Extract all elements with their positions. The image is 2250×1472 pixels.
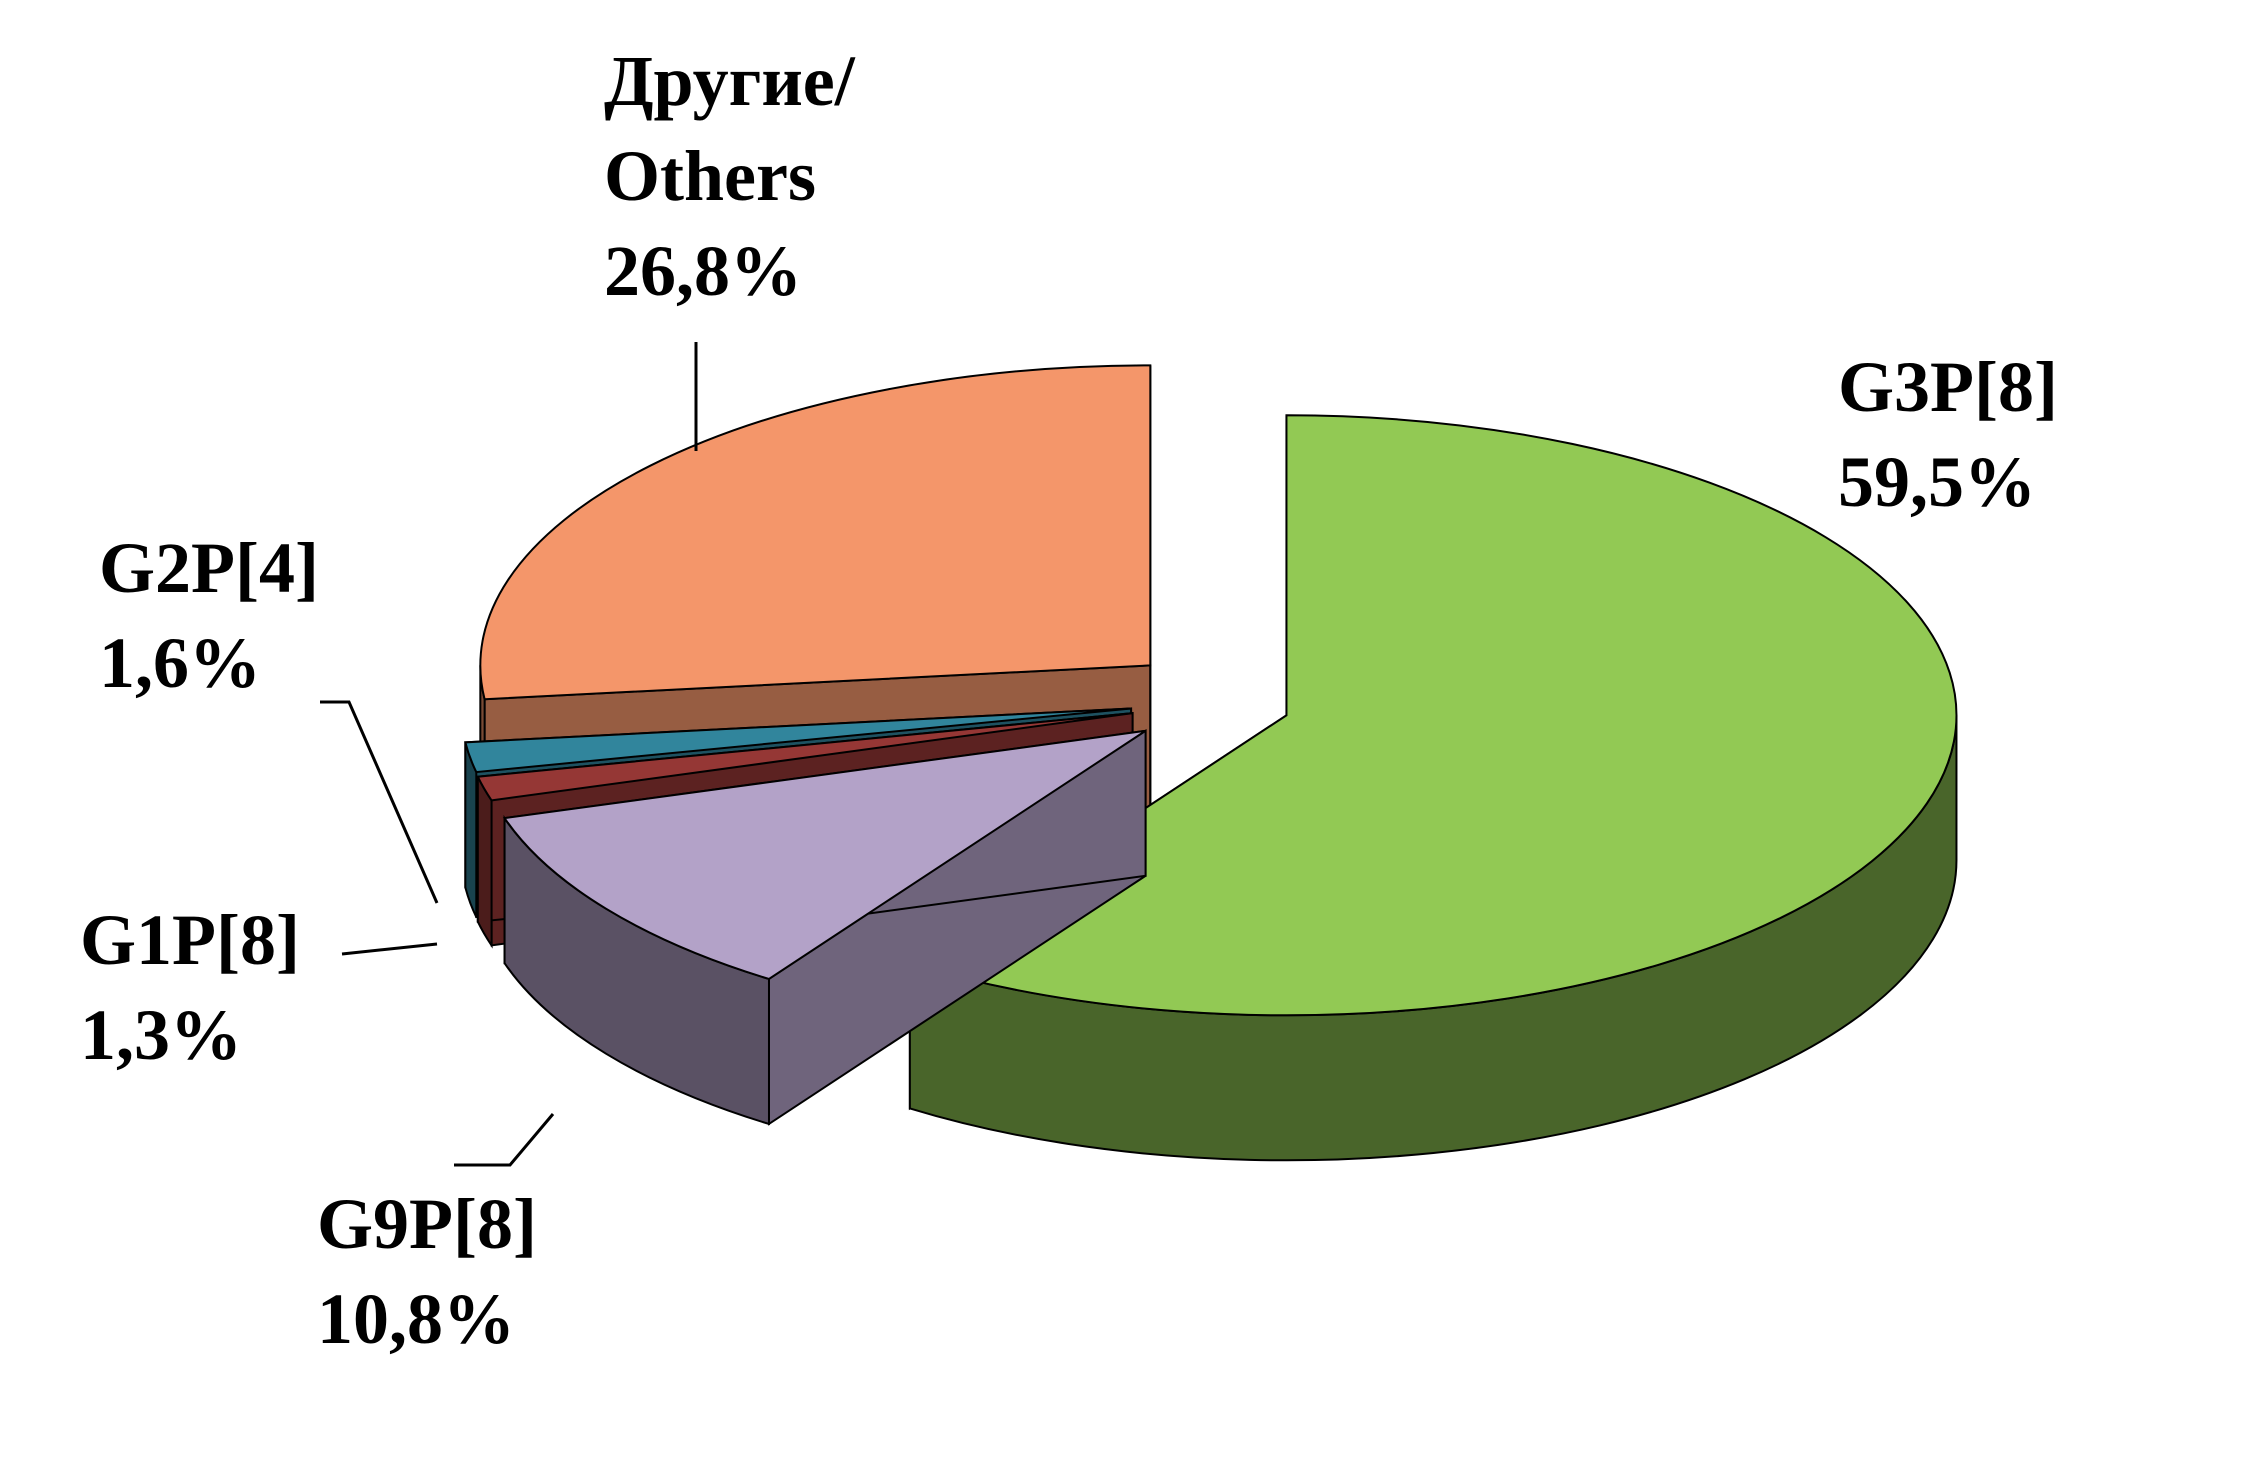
category-label: G3P[8] bbox=[1838, 347, 2058, 427]
slice bbox=[479, 364, 1152, 701]
slice bbox=[476, 712, 1133, 802]
slice-label: G1P[8] 1,3% bbox=[80, 893, 400, 1083]
value-label: 59,5% bbox=[1838, 442, 2036, 522]
value-label: 1,6% bbox=[99, 623, 261, 703]
value-label: 10,8% bbox=[317, 1279, 515, 1359]
slice-side bbox=[476, 776, 493, 949]
slice-label: G9P[8] 10,8% bbox=[317, 1177, 637, 1367]
slices bbox=[464, 364, 1958, 1162]
leader-line bbox=[341, 942, 438, 956]
category-label: G2P[4] bbox=[99, 528, 319, 608]
slice bbox=[502, 729, 1147, 981]
slice bbox=[464, 707, 1132, 774]
leader-line bbox=[320, 700, 439, 904]
leader-lines bbox=[320, 342, 698, 1167]
value-label: 26,8% bbox=[604, 231, 802, 311]
category-label: Другие/ Others bbox=[604, 41, 855, 216]
leader-line bbox=[454, 1113, 555, 1167]
value-label: 1,3% bbox=[80, 995, 242, 1075]
category-label: G1P[8] bbox=[80, 900, 300, 980]
slice-label: G3P[8] 59,5% bbox=[1838, 340, 2158, 530]
category-label: G9P[8] bbox=[317, 1184, 537, 1264]
slice-label: Другие/ Others 26,8% bbox=[604, 34, 924, 319]
slice-label: G2P[4] 1,6% bbox=[99, 521, 419, 711]
slice bbox=[907, 414, 1958, 1017]
